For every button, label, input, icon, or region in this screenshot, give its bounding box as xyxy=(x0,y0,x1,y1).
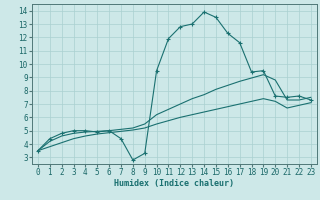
X-axis label: Humidex (Indice chaleur): Humidex (Indice chaleur) xyxy=(115,179,234,188)
